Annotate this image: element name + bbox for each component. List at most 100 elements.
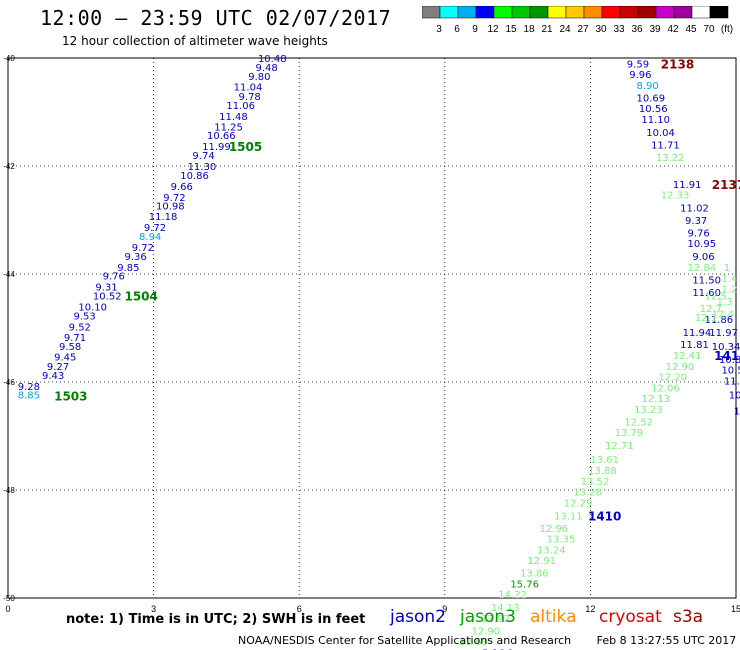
data-point-label: 10.66: [207, 131, 236, 142]
y-tick-label: -44: [3, 270, 15, 279]
data-point-label: 10.5: [721, 366, 740, 377]
data-point-label: 13.23: [634, 405, 663, 416]
data-point-label: 10.86: [180, 171, 209, 182]
colorbar-label: 45: [685, 24, 697, 35]
data-point-label: 8.90: [637, 81, 659, 92]
data-point-label: 9.74: [192, 151, 214, 162]
pass-number-label: 1409: [481, 648, 514, 650]
data-point-label: 12.96: [539, 524, 568, 535]
data-point-label: 1: [734, 407, 740, 418]
pass-number-label: 1503: [54, 390, 87, 404]
data-point-label: 13.35: [547, 535, 576, 546]
data-point-label: 11.94: [683, 328, 712, 339]
data-point-label: 13.11: [554, 511, 583, 522]
x-tick-label: 12: [585, 604, 595, 614]
data-point-label: 9.52: [69, 322, 91, 333]
data-point-label: 11.02: [680, 204, 709, 215]
pass-number-label: 2138: [661, 57, 694, 71]
data-point-label: 12.06: [651, 383, 680, 394]
data-point-label: 9.28: [18, 382, 40, 393]
colorbar-label: 42: [667, 24, 679, 35]
data-point-label: 12.69: [459, 637, 488, 648]
data-point-label: 9.43: [42, 371, 64, 382]
data-point-label: 11.25: [214, 123, 243, 134]
data-point-label: 10.04: [646, 128, 675, 139]
footer-source: NOAA/NESDIS Center for Satellite Applica…: [238, 634, 572, 647]
data-point-label: 9.85: [117, 263, 139, 274]
data-point-label: 10.95: [687, 239, 716, 250]
data-point-label: 9.71: [64, 333, 86, 344]
data-point-label: 9.27: [47, 362, 69, 373]
data-point-label: 9.31: [95, 282, 117, 293]
chart-subtitle: 12 hour collection of altimeter wave hei…: [62, 34, 328, 48]
data-point-label: 11.06: [226, 101, 255, 112]
data-point-label: 12.4: [712, 309, 734, 320]
legend-jason3: jason3: [460, 607, 516, 627]
data-point-label: 1: [724, 263, 730, 274]
data-point-label: 12.84: [687, 263, 716, 274]
pass-number-label: 2137: [712, 178, 740, 192]
data-point-label: 12.90: [666, 362, 695, 373]
chart-title: 12:00 – 23:59 UTC 02/07/2017: [40, 6, 392, 30]
data-point-label: 11.1: [724, 376, 740, 387]
legend-cryosat: cryosat: [599, 607, 662, 627]
colorbar-label: 18: [523, 24, 535, 35]
colorbar-label: 27: [577, 24, 589, 35]
data-point-label: 13.92: [481, 614, 510, 625]
x-tick-label: 6: [297, 604, 302, 614]
colorbar-label: (ft): [721, 24, 733, 35]
colorbar-label: 3: [436, 24, 442, 35]
data-point-label: 9.72: [132, 243, 154, 254]
data-point-label: 11.50: [692, 275, 721, 286]
colorbar-label: 33: [613, 24, 625, 35]
data-point-label: 9.76: [687, 228, 709, 239]
colorbar-label: 30: [595, 24, 607, 35]
data-point-label: 9.80: [248, 72, 270, 83]
data-point-label: 9.53: [74, 312, 96, 323]
data-point-label: 8.85: [18, 390, 40, 401]
data-point-label: 13.52: [581, 477, 610, 488]
data-point-label: 9.96: [629, 70, 651, 81]
y-tick-label: -50: [3, 594, 15, 603]
data-point-label: 1.2: [721, 285, 737, 296]
x-tick-label: 0: [5, 604, 10, 614]
colorbar-label: 24: [559, 24, 571, 35]
data-point-label: 11.99: [202, 142, 231, 153]
colorbar-label: 9: [472, 24, 478, 35]
data-point-label: 10.98: [156, 201, 185, 212]
data-point-label: 10.34: [712, 342, 740, 353]
data-point-label: 9.48: [256, 63, 278, 74]
data-point-label: 11.04: [234, 83, 263, 94]
legend-altika: altika: [530, 607, 577, 627]
data-point-label: 12.91: [527, 556, 556, 567]
y-tick-label: -40: [3, 54, 15, 63]
data-point-label: 1.3: [717, 297, 733, 308]
data-point-label: 13.88: [588, 466, 617, 477]
data-point-label: 9.37: [685, 216, 707, 227]
data-point-label: 9.59: [627, 59, 649, 70]
x-tick-label: 9: [442, 604, 447, 614]
data-point-label: 9.66: [171, 182, 193, 193]
data-point-label: 13.86: [520, 569, 549, 580]
data-point-label: 14.13: [491, 603, 520, 614]
pass-number-label: 141: [714, 349, 739, 363]
y-tick-label: -42: [3, 162, 15, 171]
data-point-label: 11.10: [641, 115, 670, 126]
data-point-label: 10.52: [93, 292, 122, 303]
colorbar-swatch: [709, 6, 729, 19]
data-point-label: 12.13: [641, 394, 670, 405]
pass-number-label: 1505: [229, 140, 262, 154]
data-point-label: 10.10: [78, 302, 107, 313]
data-point-label: 9.72: [144, 223, 166, 234]
data-points: 9.289.439.279.459.589.719.529.5310.1010.…: [18, 54, 740, 650]
data-point-label: 11.71: [651, 140, 680, 151]
data-point-label: 12.5: [704, 292, 726, 303]
data-point-label: 12.33: [661, 191, 690, 202]
data-point-label: 12.52: [624, 417, 653, 428]
colorbar-label: 70: [703, 24, 715, 35]
data-point-label: 13.61: [590, 455, 619, 466]
data-point-label: 14.22: [498, 590, 527, 601]
data-point-label: 15.76: [510, 579, 539, 590]
footer-timestamp: Feb 8 13:27:55 UTC 2017: [596, 634, 737, 647]
data-point-label: 12.7: [700, 304, 722, 315]
